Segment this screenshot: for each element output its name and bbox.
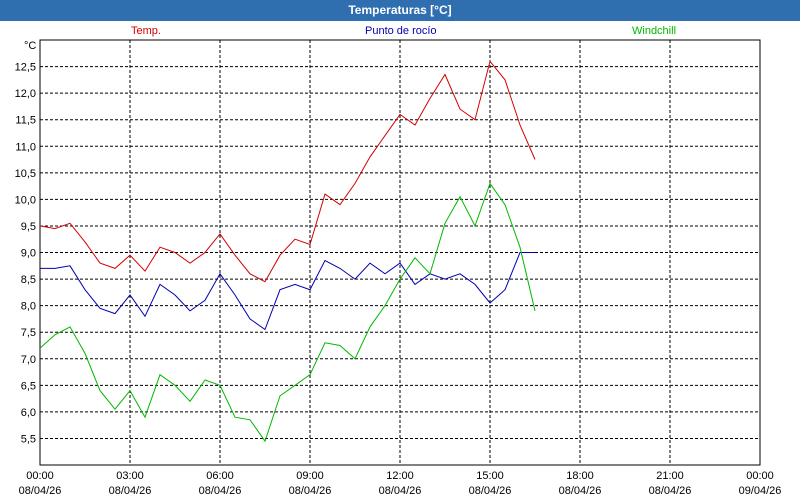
y-tick-label: 7,0 [21,354,36,366]
legend-dew-point: Punto de rocío [365,25,437,37]
x-tick-time: 00:00 [746,470,774,482]
y-tick-label: 11,0 [15,141,36,153]
y-tick-label: 8,0 [21,301,36,313]
legend-temp: Temp. [131,25,161,37]
y-tick-label: 12,5 [15,62,36,74]
x-tick-date: 08/04/26 [559,485,602,497]
x-tick-date: 08/04/26 [19,485,62,497]
plot-frame [39,39,761,466]
x-tick-time: 06:00 [206,470,234,482]
y-tick-label: 6,0 [21,407,36,419]
y-tick-label: 8,5 [21,274,36,286]
x-tick-time: 18:00 [566,470,594,482]
x-tick-time: 03:00 [116,470,144,482]
y-tick-label: 9,0 [21,248,36,260]
y-tick-label: 10,5 [15,168,36,180]
series-line-temp [39,60,536,283]
series-line-windchill [39,182,536,443]
legend-windchill: Windchill [632,25,677,37]
series-line-dew [40,252,535,331]
x-tick-date: 08/04/26 [649,485,692,497]
chart-title: Temperaturas [°C] [0,0,800,21]
x-tick-time: 15:00 [476,470,504,482]
y-tick-label: 11,5 [15,115,36,127]
y-tick-label: 6,5 [21,380,36,392]
x-tick-date: 08/04/26 [199,485,242,497]
x-tick-time: 00:00 [26,470,54,482]
y-axis-unit: °C [24,40,37,52]
x-tick-time: 12:00 [386,470,414,482]
x-tick-date: 08/04/26 [469,485,512,497]
y-tick-label: 7,5 [21,327,36,339]
x-tick-time: 09:00 [296,470,324,482]
x-tick-date: 08/04/26 [109,485,152,497]
x-tick-date: 08/04/26 [289,485,332,497]
x-tick-date: 08/04/26 [379,485,422,497]
y-tick-label: 5,5 [21,433,36,445]
y-tick-label: 10,0 [15,194,36,206]
y-tick-label: 12,0 [15,88,36,100]
y-tick-label: 9,5 [21,221,36,233]
x-tick-time: 21:00 [656,470,684,482]
x-tick-date: 09/04/26 [739,485,782,497]
